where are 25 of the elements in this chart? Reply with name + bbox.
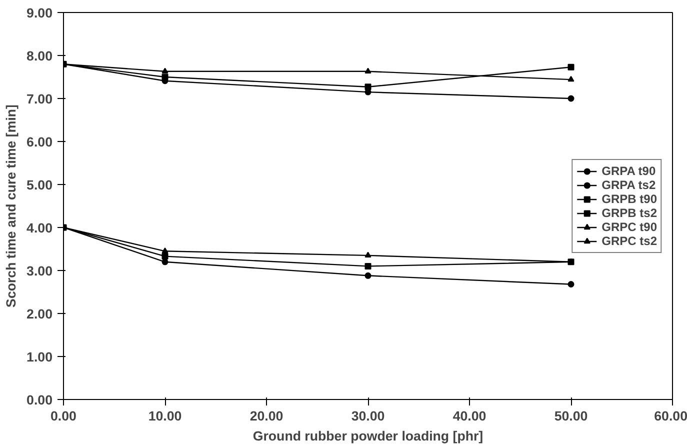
y-axis-title: Scorch time and cure time [min] — [4, 104, 19, 308]
y-tick-label: 7.00 — [26, 92, 53, 106]
legend-label: GRPB ts2 — [602, 206, 657, 220]
y-tick-label: 9.00 — [26, 6, 53, 20]
x-tick-label: 40.00 — [452, 408, 486, 424]
x-tick-label: 20.00 — [250, 408, 284, 424]
x-axis-title: Ground rubber powder loading [phr] — [252, 428, 484, 444]
y-tick-label: 8.00 — [26, 48, 53, 64]
x-tick-label: 30.00 — [351, 408, 385, 424]
x-tick-label: 50.00 — [554, 408, 588, 424]
y-tick-label: 4.00 — [26, 220, 53, 236]
y-tick-label: 0.00 — [26, 392, 53, 408]
y-tick-label: 5.00 — [26, 178, 53, 192]
x-tick-label: 0.00 — [50, 408, 76, 424]
legend-label: GRPB t90 — [602, 192, 657, 206]
y-tick-label: 6.00 — [26, 134, 53, 150]
x-tick-label: 10.00 — [148, 408, 182, 424]
y-tick-label: 3.00 — [26, 264, 53, 278]
legend-label: GRPA ts2 — [602, 178, 656, 192]
x-tick-label: 60.00 — [654, 408, 687, 424]
legend-label: GRPA t90 — [602, 164, 656, 178]
y-tick-label: 2.00 — [26, 306, 53, 322]
legend-label: GRPC t90 — [602, 220, 657, 234]
legend-label: GRPC ts2 — [602, 234, 657, 248]
y-tick-label: 1.00 — [26, 350, 53, 364]
